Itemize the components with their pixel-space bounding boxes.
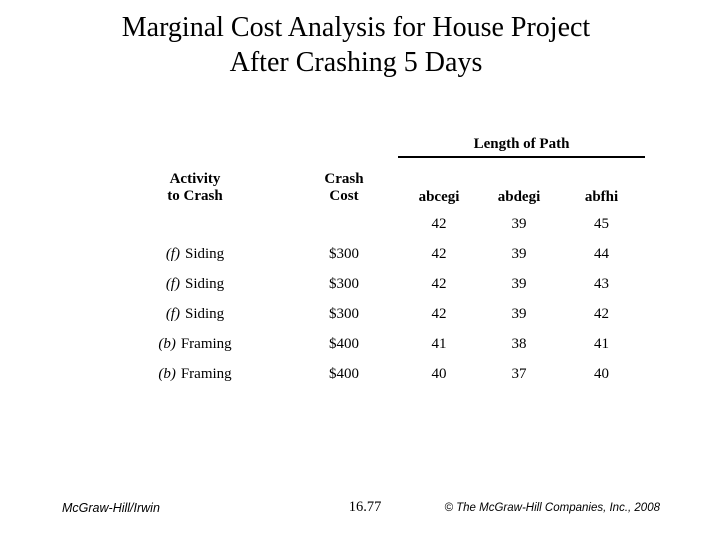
table-row: 42 39 45 [100, 212, 645, 242]
activity-cell: (f) Siding [100, 302, 290, 332]
cost-cell: $300 [329, 246, 359, 262]
activity-name: Siding [184, 306, 225, 322]
table-row: (b) Framing $400 41 38 41 [100, 332, 645, 362]
footer-brand: McGraw-Hill/Irwin [62, 501, 160, 515]
table-row: (f) Siding $300 42 39 42 [100, 302, 645, 332]
activity-cell: (f) Siding [100, 242, 290, 272]
activity-name: Framing [180, 366, 232, 382]
path-cell: 39 [511, 276, 527, 292]
header-activity-line2: to Crash [167, 187, 223, 204]
slide-title: Marginal Cost Analysis for House Project… [0, 10, 712, 80]
header-path-abcegi: abcegi [418, 189, 460, 205]
path-cell: 42 [431, 306, 447, 322]
slide-title-line1: Marginal Cost Analysis for House Project [121, 12, 591, 43]
activity-name: Siding [184, 276, 225, 292]
cost-cell: $300 [329, 276, 359, 292]
table-row: (f) Siding $300 42 39 43 [100, 272, 645, 302]
cost-cell: $300 [329, 306, 359, 322]
footer-copyright: © The McGraw-Hill Companies, Inc., 2008 [444, 502, 660, 514]
path-cell: 40 [594, 366, 609, 382]
marginal-cost-table: Length of Path Activity to Crash Crash C… [100, 136, 645, 392]
cost-cell: $400 [329, 366, 359, 382]
activity-tag: (b) [158, 366, 176, 382]
path-cell: 43 [594, 276, 609, 292]
path-cell: 39 [511, 216, 527, 232]
activity-name: Siding [184, 246, 225, 262]
cost-cell: $400 [329, 336, 359, 352]
header-cost-line2: Cost [329, 187, 359, 204]
activity-tag: (f) [165, 246, 180, 262]
path-cell: 42 [431, 276, 447, 292]
path-cell: 44 [594, 246, 609, 262]
header-path-abdegi: abdegi [497, 189, 541, 205]
path-cell: 41 [431, 336, 447, 352]
activity-cell: (b) Framing [100, 332, 290, 362]
header-activity-line1: Activity [169, 170, 221, 187]
activity-tag: (f) [165, 276, 180, 292]
path-cell: 45 [594, 216, 609, 232]
header-cost-line1: Crash [324, 170, 364, 187]
activity-cell: (b) Framing [100, 362, 290, 392]
slide-number: 16.77 [348, 499, 382, 515]
path-cell: 37 [511, 366, 527, 382]
path-cell: 41 [594, 336, 609, 352]
slide-title-line2: After Crashing 5 Days [229, 47, 483, 78]
header-crash-cost: Crash Cost [290, 163, 398, 212]
path-cell: 40 [431, 366, 447, 382]
cost-cell [290, 212, 398, 242]
table-header-row: Activity to Crash Crash Cost abcegi abde… [100, 163, 645, 212]
path-cell: 39 [511, 246, 527, 262]
path-cell: 42 [431, 216, 447, 232]
path-cell: 42 [431, 246, 447, 262]
activity-cell [100, 212, 290, 242]
header-activity-to-crash: Activity to Crash [100, 163, 290, 212]
path-group-header: Length of Path [398, 136, 645, 158]
activity-name: Framing [180, 336, 232, 352]
path-group-header-row: Length of Path [100, 136, 645, 163]
path-cell: 39 [511, 306, 527, 322]
header-path-abfhi: abfhi [584, 189, 619, 205]
path-cell: 42 [594, 306, 609, 322]
table-row: (f) Siding $300 42 39 44 [100, 242, 645, 272]
table-row: (b) Framing $400 40 37 40 [100, 362, 645, 392]
path-cell: 38 [511, 336, 527, 352]
activity-tag: (b) [158, 336, 176, 352]
activity-cell: (f) Siding [100, 272, 290, 302]
activity-tag: (f) [165, 306, 180, 322]
